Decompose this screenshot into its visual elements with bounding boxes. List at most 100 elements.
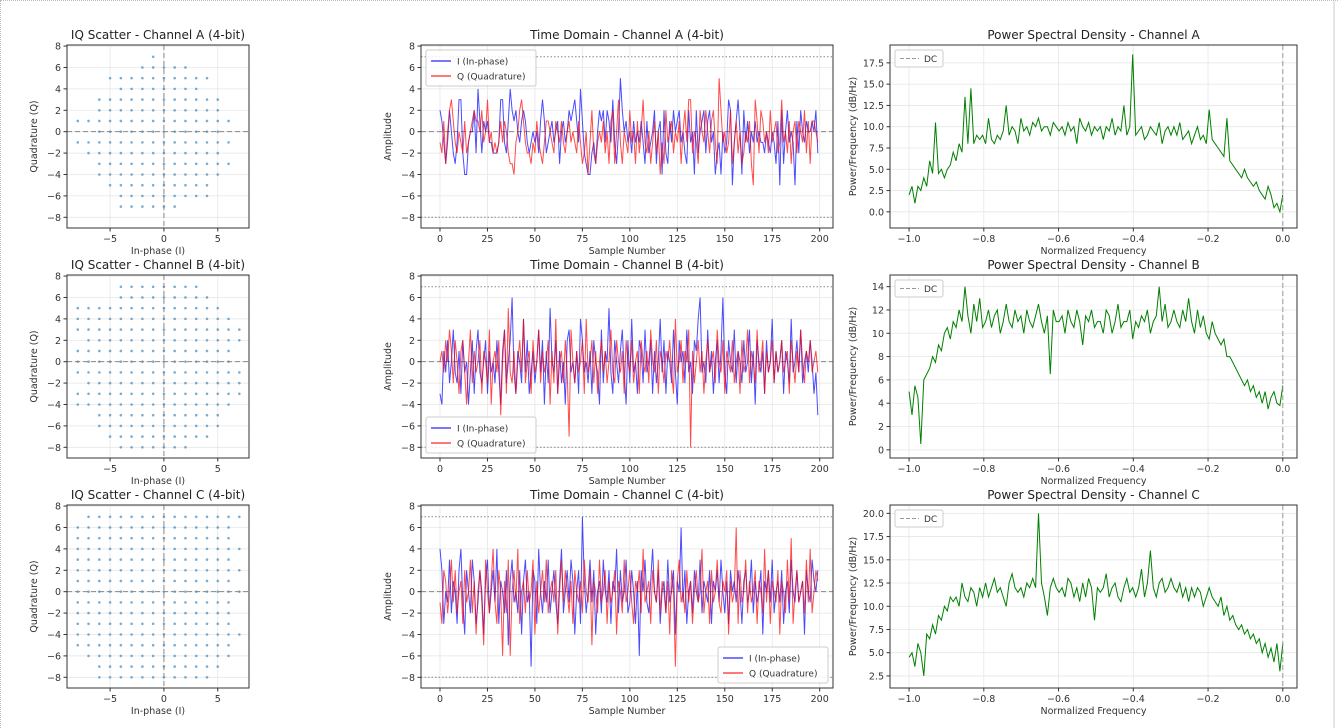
scatter-point <box>108 547 112 551</box>
y-tick-label: 4 <box>409 314 415 325</box>
scatter-point <box>173 87 176 91</box>
y-tick-label: −2 <box>47 149 61 160</box>
scatter-point <box>173 349 176 353</box>
x-tick-label: 0.0 <box>1275 234 1290 245</box>
scatter-point <box>184 611 187 615</box>
scatter-point <box>194 526 198 529</box>
scatter-point <box>194 371 198 374</box>
scatter-point <box>216 162 220 166</box>
scatter-point <box>151 403 155 406</box>
scatter-point <box>227 622 230 626</box>
y-tick-label: −8 <box>47 673 61 684</box>
x-tick-label: 125 <box>668 464 686 475</box>
x-tick-label: 175 <box>763 234 781 245</box>
scatter-point <box>216 130 220 133</box>
scatter-point <box>130 162 133 166</box>
scatter-point <box>87 360 90 363</box>
y-tick-label: 8 <box>55 502 61 513</box>
scatter-point <box>130 205 133 208</box>
scatter-point <box>119 371 123 374</box>
scatter-point <box>108 558 112 561</box>
scatter-point <box>141 205 144 208</box>
y-axis-label: Power/Frequency (dB/Hz) <box>848 77 859 196</box>
scatter-point <box>119 130 123 133</box>
y-tick-label: 8 <box>409 42 415 53</box>
y-tick-label: −2 <box>401 379 415 390</box>
legend-label: Q (Quadrature) <box>457 440 525 450</box>
scatter-point <box>194 285 198 289</box>
scatter-point <box>216 403 220 406</box>
scatter-point <box>205 547 209 551</box>
scatter-point <box>141 296 144 299</box>
scatter-point <box>108 173 112 176</box>
scatter-point <box>119 162 123 166</box>
scatter-point <box>184 371 187 374</box>
y-axis-label: Amplitude <box>383 112 394 161</box>
x-tick-label: 100 <box>621 464 639 475</box>
chart-title: Time Domain - Channel A (4-bit) <box>529 28 724 42</box>
x-tick-label: 50 <box>529 234 541 245</box>
scatter-point <box>227 371 230 374</box>
scatter-point <box>141 87 144 91</box>
y-tick-label: −8 <box>47 443 61 454</box>
y-tick-label: −6 <box>401 421 415 432</box>
y-tick-label: −4 <box>401 170 415 181</box>
scatter-point <box>216 633 220 636</box>
scatter-point <box>173 643 176 647</box>
scatter-point <box>119 392 123 396</box>
x-tick-label: −0.8 <box>972 694 995 705</box>
scatter-point <box>141 643 144 647</box>
scatter-point <box>119 98 123 101</box>
scatter-point <box>130 108 133 112</box>
scatter-point <box>108 151 112 155</box>
scatter-point <box>130 558 133 561</box>
scatter-point <box>130 151 133 155</box>
subplot-scatter-3: −5 0 5 −8 −6 −4 −2 0 2 4 6 8 IQ Scatter - Channel B … <box>29 258 250 487</box>
scatter-point <box>151 675 155 679</box>
x-tick-label: −0.2 <box>1197 234 1220 245</box>
scatter-point <box>194 643 198 647</box>
scatter-point <box>98 371 101 374</box>
legend-box <box>425 416 537 454</box>
scatter-point <box>76 141 80 144</box>
scatter-point <box>151 306 155 310</box>
scatter-point <box>205 98 209 101</box>
scatter-point <box>98 381 101 385</box>
x-tick-label: 100 <box>621 234 639 245</box>
scatter-point <box>194 536 198 540</box>
plot-body <box>908 505 1284 688</box>
scatter-point <box>141 349 144 353</box>
scatter-point <box>151 568 155 572</box>
scatter-point <box>194 173 198 176</box>
scatter-point <box>98 622 101 626</box>
scatter-point <box>151 205 155 208</box>
scatter-point <box>205 403 209 406</box>
grid <box>890 505 1297 688</box>
scatter-point <box>162 558 166 561</box>
y-tick-label: 4 <box>55 314 61 325</box>
y-tick-label: 0.0 <box>869 207 884 218</box>
scatter-point <box>76 568 80 572</box>
scatter-point <box>98 98 101 101</box>
scatter-point <box>162 66 166 69</box>
chart-title: Time Domain - Channel C (4-bit) <box>529 488 724 502</box>
scatter-point <box>184 317 187 321</box>
scatter-point <box>216 622 220 626</box>
y-tick-label: −2 <box>401 149 415 160</box>
scatter-point <box>184 173 187 176</box>
scatter-point <box>76 558 80 561</box>
scatter-point <box>227 338 230 342</box>
scatter-point <box>151 317 155 321</box>
x-tick-label: −1.0 <box>898 464 921 475</box>
scatter-point <box>184 558 187 561</box>
scatter-point <box>184 547 187 551</box>
scatter-point <box>76 643 80 647</box>
y-tick-label: 0 <box>409 127 415 138</box>
scatter-point <box>119 515 123 519</box>
scatter-point <box>130 601 133 604</box>
scatter-point <box>173 296 176 299</box>
scatter-point <box>119 558 123 561</box>
scatter-point <box>216 413 220 417</box>
scatter-point <box>151 413 155 417</box>
plot-body <box>421 56 833 218</box>
